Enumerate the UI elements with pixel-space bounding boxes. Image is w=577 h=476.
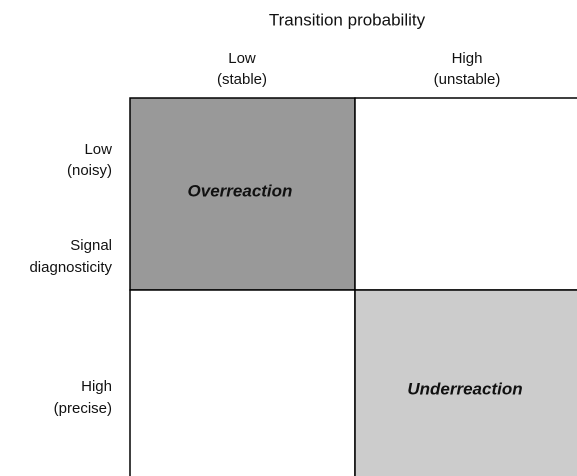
cell-empty — [129, 289, 356, 476]
row-sublabel: (noisy) — [67, 162, 112, 179]
row-axis-title: Signal — [70, 237, 112, 254]
cell-underreaction — [354, 289, 577, 476]
row-axis-title: diagnosticity — [29, 259, 112, 276]
cell-empty — [354, 97, 577, 291]
column-axis-title: Transition probability — [269, 10, 426, 29]
cell-label: Underreaction — [407, 379, 522, 398]
column-sublabel: (stable) — [217, 71, 267, 88]
cell-overreaction — [129, 97, 356, 291]
row-sublabel: (precise) — [54, 400, 112, 417]
column-sublabel: (unstable) — [434, 71, 501, 88]
column-label: Low — [228, 50, 256, 67]
column-label: High — [452, 50, 483, 67]
row-label: Low — [84, 141, 112, 158]
row-label: High — [81, 378, 112, 395]
cell-label: Overreaction — [188, 181, 293, 200]
